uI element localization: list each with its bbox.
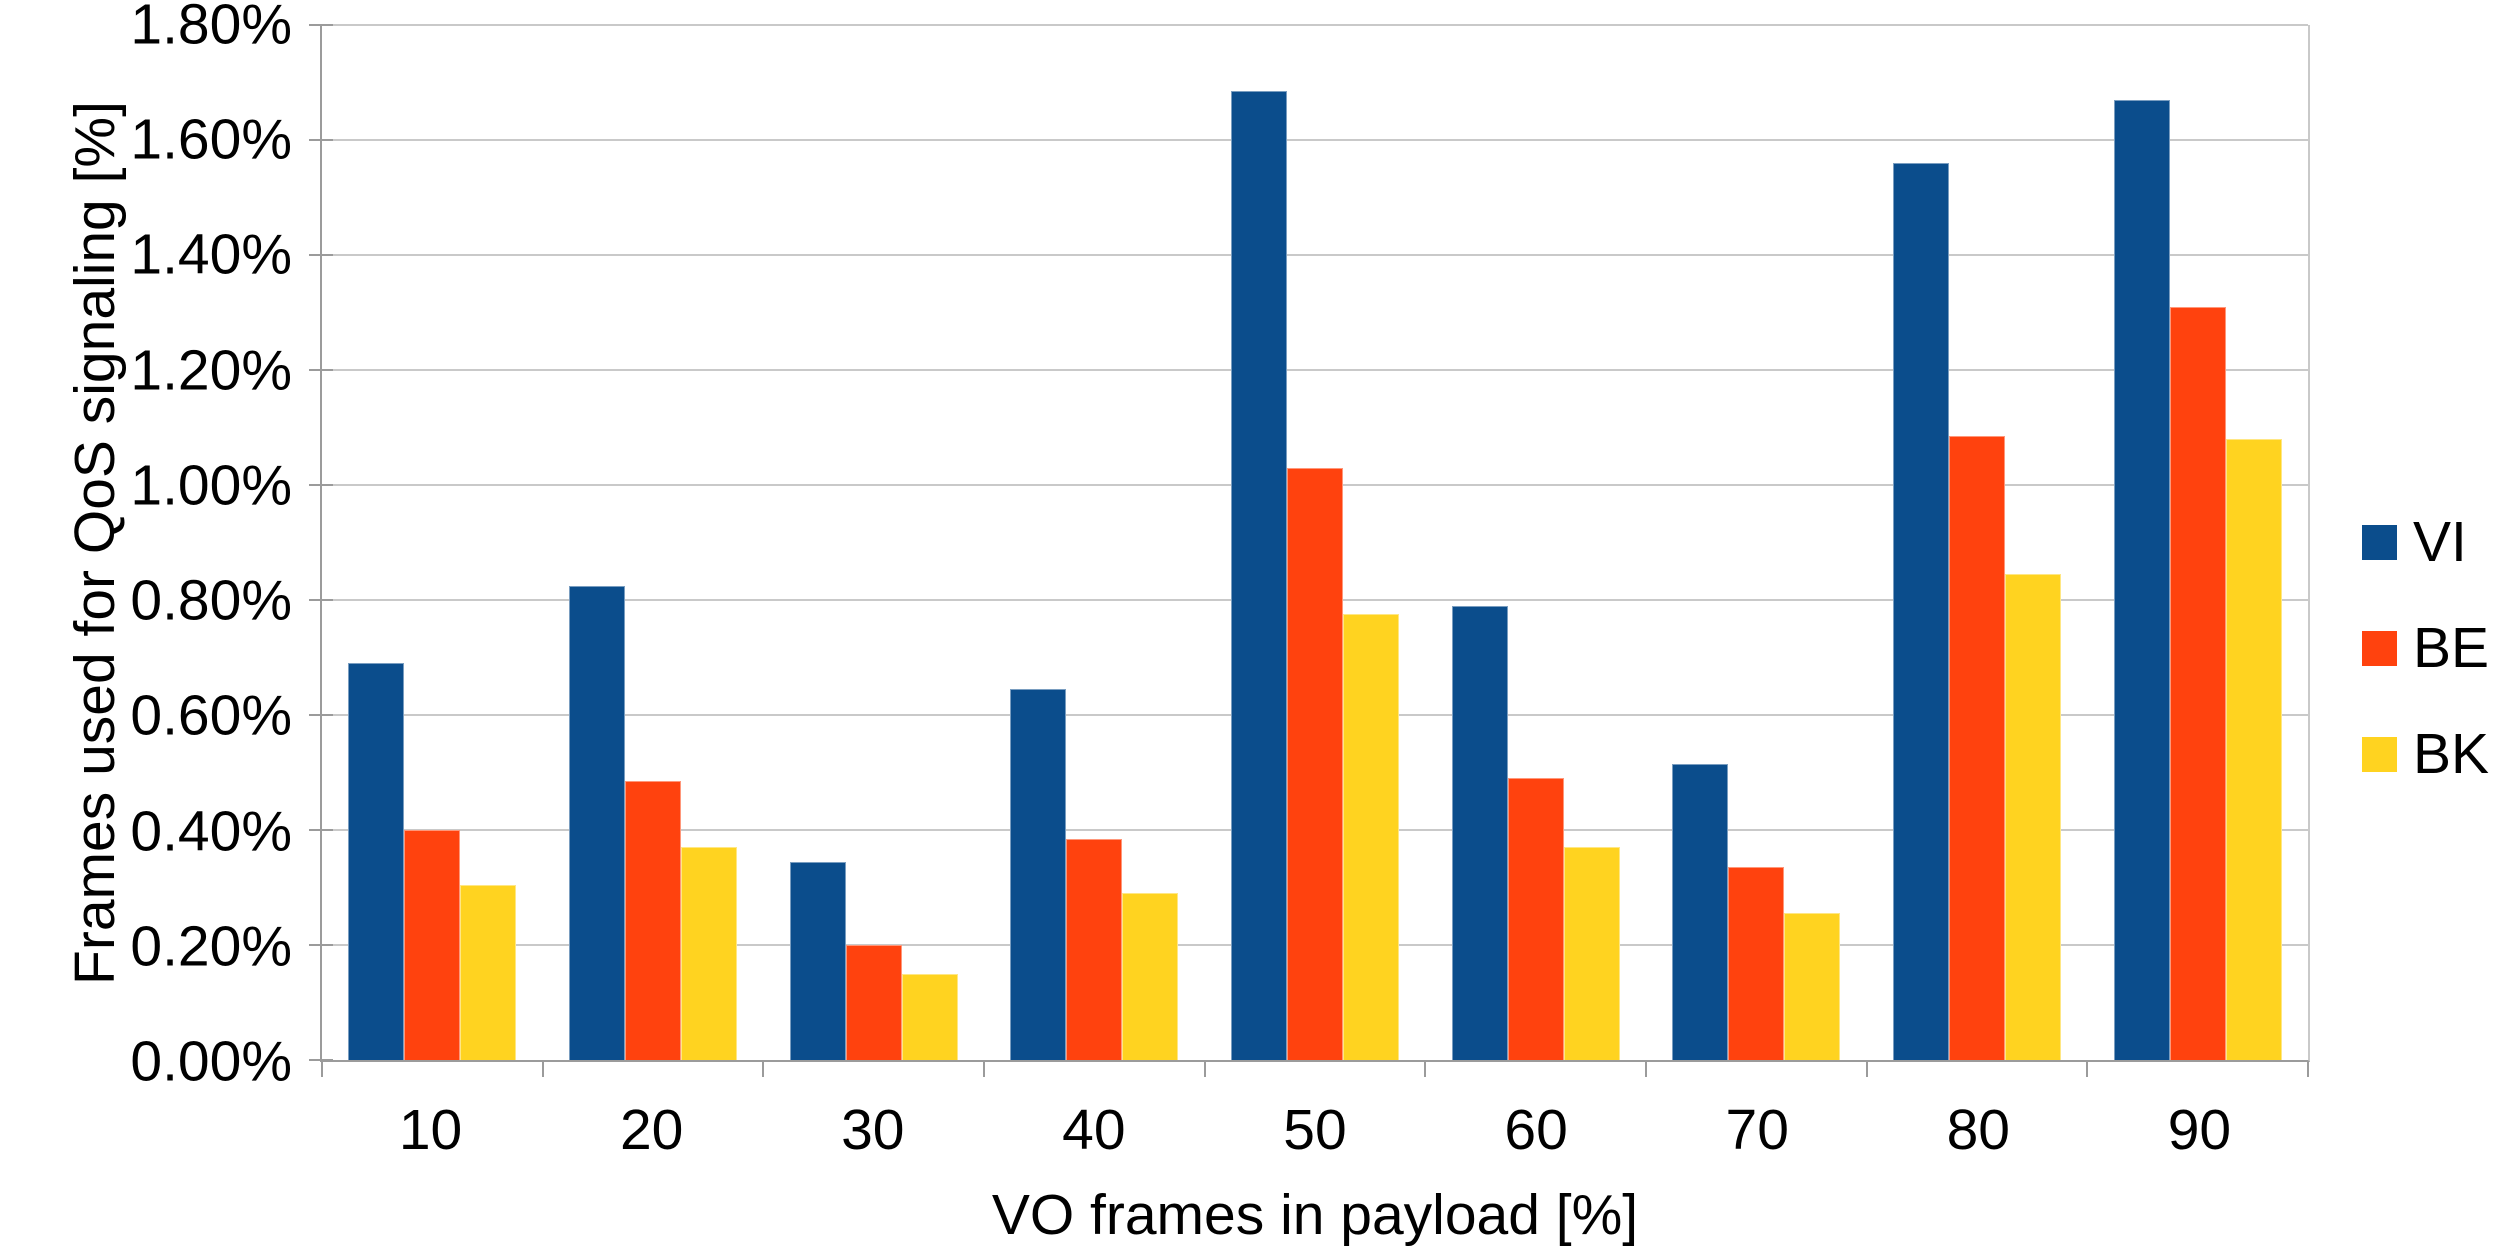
- gridline: [322, 369, 2308, 372]
- bar-group-20: [543, 25, 764, 1060]
- gridline: [322, 254, 2308, 256]
- x-axis-tick: [1203, 1062, 1206, 1077]
- plot-area: [309, 24, 2310, 1077]
- legend-label-BE: BE: [2413, 616, 2490, 680]
- bar-BE-70: [1728, 867, 1785, 1060]
- x-axis-tick: [2307, 1062, 2309, 1077]
- bar-BK-30: [901, 973, 958, 1060]
- y-tick-label: 0.40%: [130, 799, 292, 864]
- y-tick-label: 0.80%: [130, 568, 292, 633]
- bar-group-40: [984, 25, 1205, 1060]
- legend-item-BE: BE: [2362, 618, 2489, 678]
- y-axis-tick: [309, 1059, 333, 1061]
- y-axis-tick: [309, 599, 333, 602]
- bar-BK-60: [1563, 847, 1620, 1060]
- x-tick-label: 70: [1725, 1098, 1789, 1162]
- legend-label-VI: VI: [2413, 510, 2467, 574]
- x-tick-label: 40: [1062, 1098, 1126, 1162]
- x-axis-tick: [1865, 1062, 1868, 1077]
- bar-BE-60: [1507, 778, 1564, 1060]
- x-tick-label: 60: [1504, 1098, 1568, 1162]
- y-axis-tick-labels: 0.00% 0.20% 0.40% 0.60% 0.80% 1.00% 1.20% 1.40%…: [0, 0, 292, 1090]
- legend-item-VI: VI: [2362, 512, 2489, 572]
- legend: VI BE BK: [2362, 512, 2489, 830]
- bar-BK-10: [460, 884, 517, 1060]
- bar-BK-20: [681, 847, 738, 1060]
- bar-BE-50: [1286, 467, 1343, 1060]
- y-tick-label: 1.80%: [130, 0, 292, 57]
- bar-BE-20: [624, 781, 681, 1060]
- x-axis-tick: [1424, 1062, 1427, 1077]
- y-axis-tick: [309, 829, 333, 832]
- legend-item-BK: BK: [2362, 724, 2489, 784]
- y-tick-label: 1.00%: [130, 453, 292, 518]
- bar-VI-10: [348, 663, 405, 1060]
- bar-BE-80: [1948, 436, 2005, 1060]
- y-tick-label: 1.40%: [130, 222, 292, 287]
- bar-BE-30: [845, 945, 902, 1060]
- x-axis-tick: [1644, 1062, 1647, 1077]
- bar-BK-70: [1784, 913, 1841, 1060]
- bar-group-90: [2087, 25, 2308, 1060]
- x-axis-tick: [762, 1062, 765, 1077]
- x-tick-label: 80: [1946, 1098, 2011, 1162]
- bar-VI-20: [568, 585, 625, 1060]
- y-tick-label: 1.60%: [130, 107, 292, 172]
- bar-BK-50: [1343, 614, 1400, 1060]
- bar-group-70: [1646, 25, 1867, 1060]
- bar-group-50: [1205, 25, 1426, 1060]
- bar-BK-90: [2225, 439, 2282, 1060]
- legend-swatch-BE: [2362, 630, 2397, 666]
- x-axis-tick: [982, 1062, 985, 1077]
- bar-VI-90: [2113, 99, 2170, 1060]
- legend-swatch-VI: [2362, 524, 2397, 560]
- bar-group-30: [763, 25, 984, 1060]
- x-axis-tick: [321, 1062, 323, 1077]
- gridline: [322, 139, 2308, 142]
- x-tick-label: 30: [841, 1098, 905, 1162]
- bar-VI-30: [789, 861, 846, 1060]
- legend-swatch-BK: [2362, 736, 2397, 772]
- y-axis-tick: [309, 944, 333, 947]
- x-tick-label: 50: [1283, 1098, 1347, 1162]
- x-axis-title: VO frames in payload [%]: [991, 1183, 1639, 1247]
- bar-VI-60: [1451, 605, 1508, 1060]
- bar-BK-40: [1122, 893, 1179, 1060]
- gridline: [322, 24, 2308, 26]
- x-axis-tick: [541, 1062, 544, 1077]
- x-tick-label: 90: [2167, 1098, 2232, 1162]
- y-axis-tick: [309, 24, 333, 26]
- bar-BE-40: [1066, 838, 1123, 1060]
- y-tick-label: 1.20%: [130, 338, 292, 403]
- y-axis-tick: [309, 484, 333, 486]
- bar-VI-80: [1892, 163, 1949, 1060]
- bar-group-10: [322, 25, 543, 1060]
- bar-BK-80: [2005, 574, 2062, 1060]
- bar-VI-70: [1672, 763, 1729, 1060]
- y-axis-tick: [309, 714, 333, 717]
- bar-group-80: [1867, 25, 2088, 1060]
- legend-label-BK: BK: [2413, 722, 2490, 786]
- bar-BE-10: [404, 830, 461, 1060]
- y-tick-label: 0.00%: [130, 1029, 292, 1094]
- x-tick-label: 10: [398, 1098, 463, 1162]
- y-axis-tick: [309, 369, 333, 372]
- y-tick-label: 0.60%: [130, 683, 292, 748]
- bar-BE-90: [2169, 306, 2226, 1060]
- bar-group-60: [1425, 25, 1646, 1060]
- bar-VI-40: [1010, 689, 1067, 1060]
- y-tick-label: 0.20%: [130, 914, 292, 979]
- y-axis-tick: [309, 254, 333, 256]
- y-axis-tick: [309, 139, 333, 142]
- x-axis-tick-labels: 10 20 30 40 50 60 70 80 90: [320, 1098, 2310, 1162]
- bar-VI-50: [1230, 91, 1287, 1060]
- x-tick-label: 20: [619, 1098, 684, 1162]
- x-axis-tick: [2086, 1062, 2089, 1077]
